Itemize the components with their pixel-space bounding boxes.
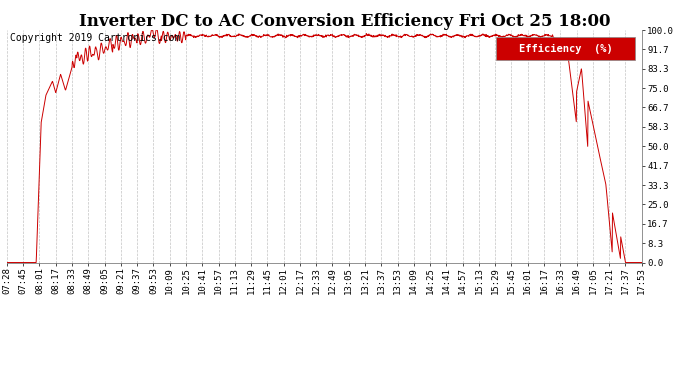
Text: Copyright 2019 Cartronics.com: Copyright 2019 Cartronics.com	[10, 33, 181, 44]
FancyBboxPatch shape	[495, 37, 635, 60]
Text: Inverter DC to AC Conversion Efficiency Fri Oct 25 18:00: Inverter DC to AC Conversion Efficiency …	[79, 13, 611, 30]
Text: Efficiency  (%): Efficiency (%)	[519, 44, 613, 54]
